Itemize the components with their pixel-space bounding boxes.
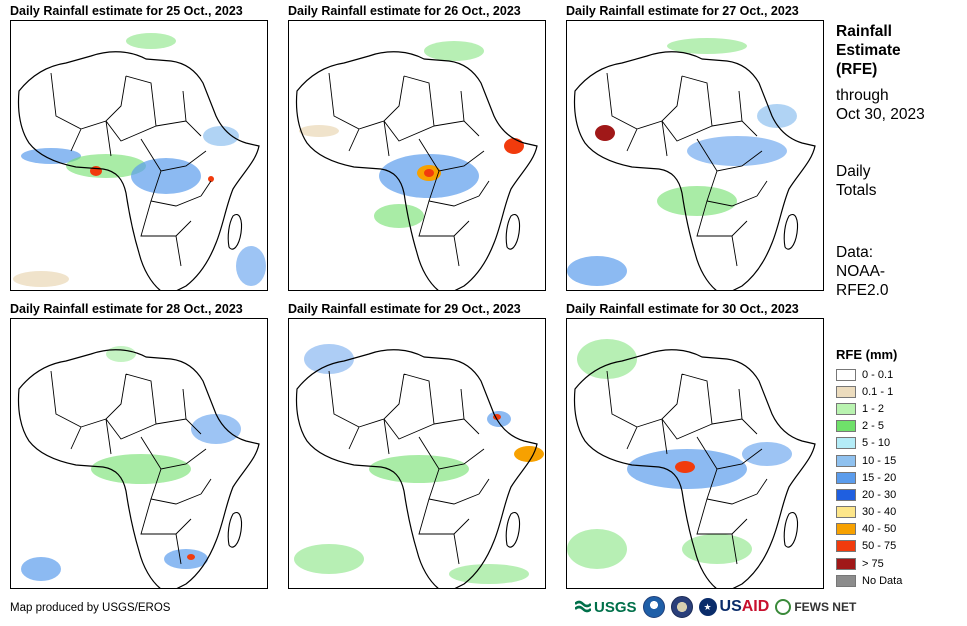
legend-label: 0.1 - 1 [862, 385, 894, 398]
legend-label: 2 - 5 [862, 420, 885, 433]
rainfall-map [566, 318, 824, 589]
legend-swatch [836, 574, 856, 587]
usgs-text: USGS [594, 598, 637, 616]
legend-swatch [836, 454, 856, 467]
legend-swatch [836, 488, 856, 501]
legend-label: 1 - 2 [862, 402, 885, 415]
usaid-logo: ★ USAID [698, 598, 770, 616]
legend-swatch [836, 368, 856, 381]
legend-label: 15 - 20 [862, 471, 897, 484]
noaa-icon [642, 596, 665, 618]
legend-item: 50 - 75 [836, 538, 902, 555]
usaid-text: USAID [719, 598, 770, 615]
legend-label: 40 - 50 [862, 523, 897, 536]
legend-swatch [836, 437, 856, 450]
panel-title: Daily Rainfall estimate for 25 Oct., 202… [10, 4, 243, 18]
legend-swatch [836, 523, 856, 536]
legend-label: 30 - 40 [862, 506, 897, 519]
legend-title: RFE (mm) [836, 347, 898, 362]
period-label: Daily Totals [836, 162, 877, 200]
legend-label: > 75 [862, 557, 884, 570]
fews-text: FEWS NET [794, 600, 857, 614]
legend-swatch [836, 506, 856, 519]
usgs-logo: USGS [575, 599, 637, 616]
legend-label: No Data [862, 574, 903, 587]
through-label: through Oct 30, 2023 [836, 86, 925, 124]
title-line-3: (RFE) [836, 61, 878, 78]
legend-item: 2 - 5 [836, 418, 902, 435]
legend-item: 10 - 15 [836, 452, 902, 469]
legend-item: > 75 [836, 555, 902, 572]
legend-label: 0 - 0.1 [862, 368, 894, 381]
legend-swatch [836, 557, 856, 570]
source-line-2: RFE2.0 [836, 282, 889, 299]
daily-text: Daily [836, 163, 871, 180]
legend-label: 20 - 30 [862, 488, 897, 501]
data-source: Data: NOAA- RFE2.0 [836, 243, 889, 300]
fews-globe-icon [775, 599, 792, 615]
legend-swatch [836, 385, 856, 398]
legend-item: 5 - 10 [836, 435, 902, 452]
legend-item: 0.1 - 1 [836, 383, 902, 400]
rainfall-map [10, 20, 268, 291]
product-title: Rainfall Estimate (RFE) [836, 22, 901, 79]
title-line-2: Estimate [836, 42, 901, 59]
legend-item: 0 - 0.1 [836, 366, 902, 383]
legend-swatch [836, 420, 856, 433]
legend-label: 50 - 75 [862, 540, 897, 553]
rainfall-map [288, 20, 546, 291]
legend-item: 30 - 40 [836, 504, 902, 521]
dept-commerce-icon [670, 596, 693, 618]
totals-text: Totals [836, 182, 877, 199]
legend-swatch [836, 402, 856, 415]
legend-label: 5 - 10 [862, 437, 891, 450]
legend-item: 1 - 2 [836, 400, 902, 417]
legend-item: 15 - 20 [836, 469, 902, 486]
panel-title: Daily Rainfall estimate for 27 Oct., 202… [566, 4, 799, 18]
credit-text: Map produced by USGS/EROS [10, 602, 171, 614]
panel-title: Daily Rainfall estimate for 30 Oct., 202… [566, 302, 799, 316]
panel-title: Daily Rainfall estimate for 29 Oct., 202… [288, 302, 521, 316]
rainfall-map [10, 318, 268, 589]
legend-swatch [836, 471, 856, 484]
data-label: Data: [836, 244, 874, 261]
through-date: Oct 30, 2023 [836, 106, 925, 123]
source-line-1: NOAA- [836, 263, 886, 280]
logo-strip: USGS ★ USAID FEWS NET [575, 596, 856, 618]
usaid-seal-icon: ★ [698, 598, 717, 616]
title-line-1: Rainfall [836, 23, 892, 40]
legend-item: No Data [836, 572, 902, 589]
rainfall-map [566, 20, 824, 291]
legend-item: 40 - 50 [836, 521, 902, 538]
through-text: through [836, 87, 889, 104]
rainfall-map [288, 318, 546, 589]
legend-label: 10 - 15 [862, 454, 897, 467]
panel-title: Daily Rainfall estimate for 28 Oct., 202… [10, 302, 243, 316]
legend-swatch [836, 540, 856, 553]
fews-net-logo: FEWS NET [775, 599, 856, 615]
legend: 0 - 0.1 0.1 - 1 1 - 2 2 - 5 5 - 10 10 - 15 15 … [836, 366, 902, 589]
panel-title: Daily Rainfall estimate for 26 Oct., 202… [288, 4, 521, 18]
usgs-wave-icon [575, 600, 591, 613]
legend-item: 20 - 30 [836, 486, 902, 503]
